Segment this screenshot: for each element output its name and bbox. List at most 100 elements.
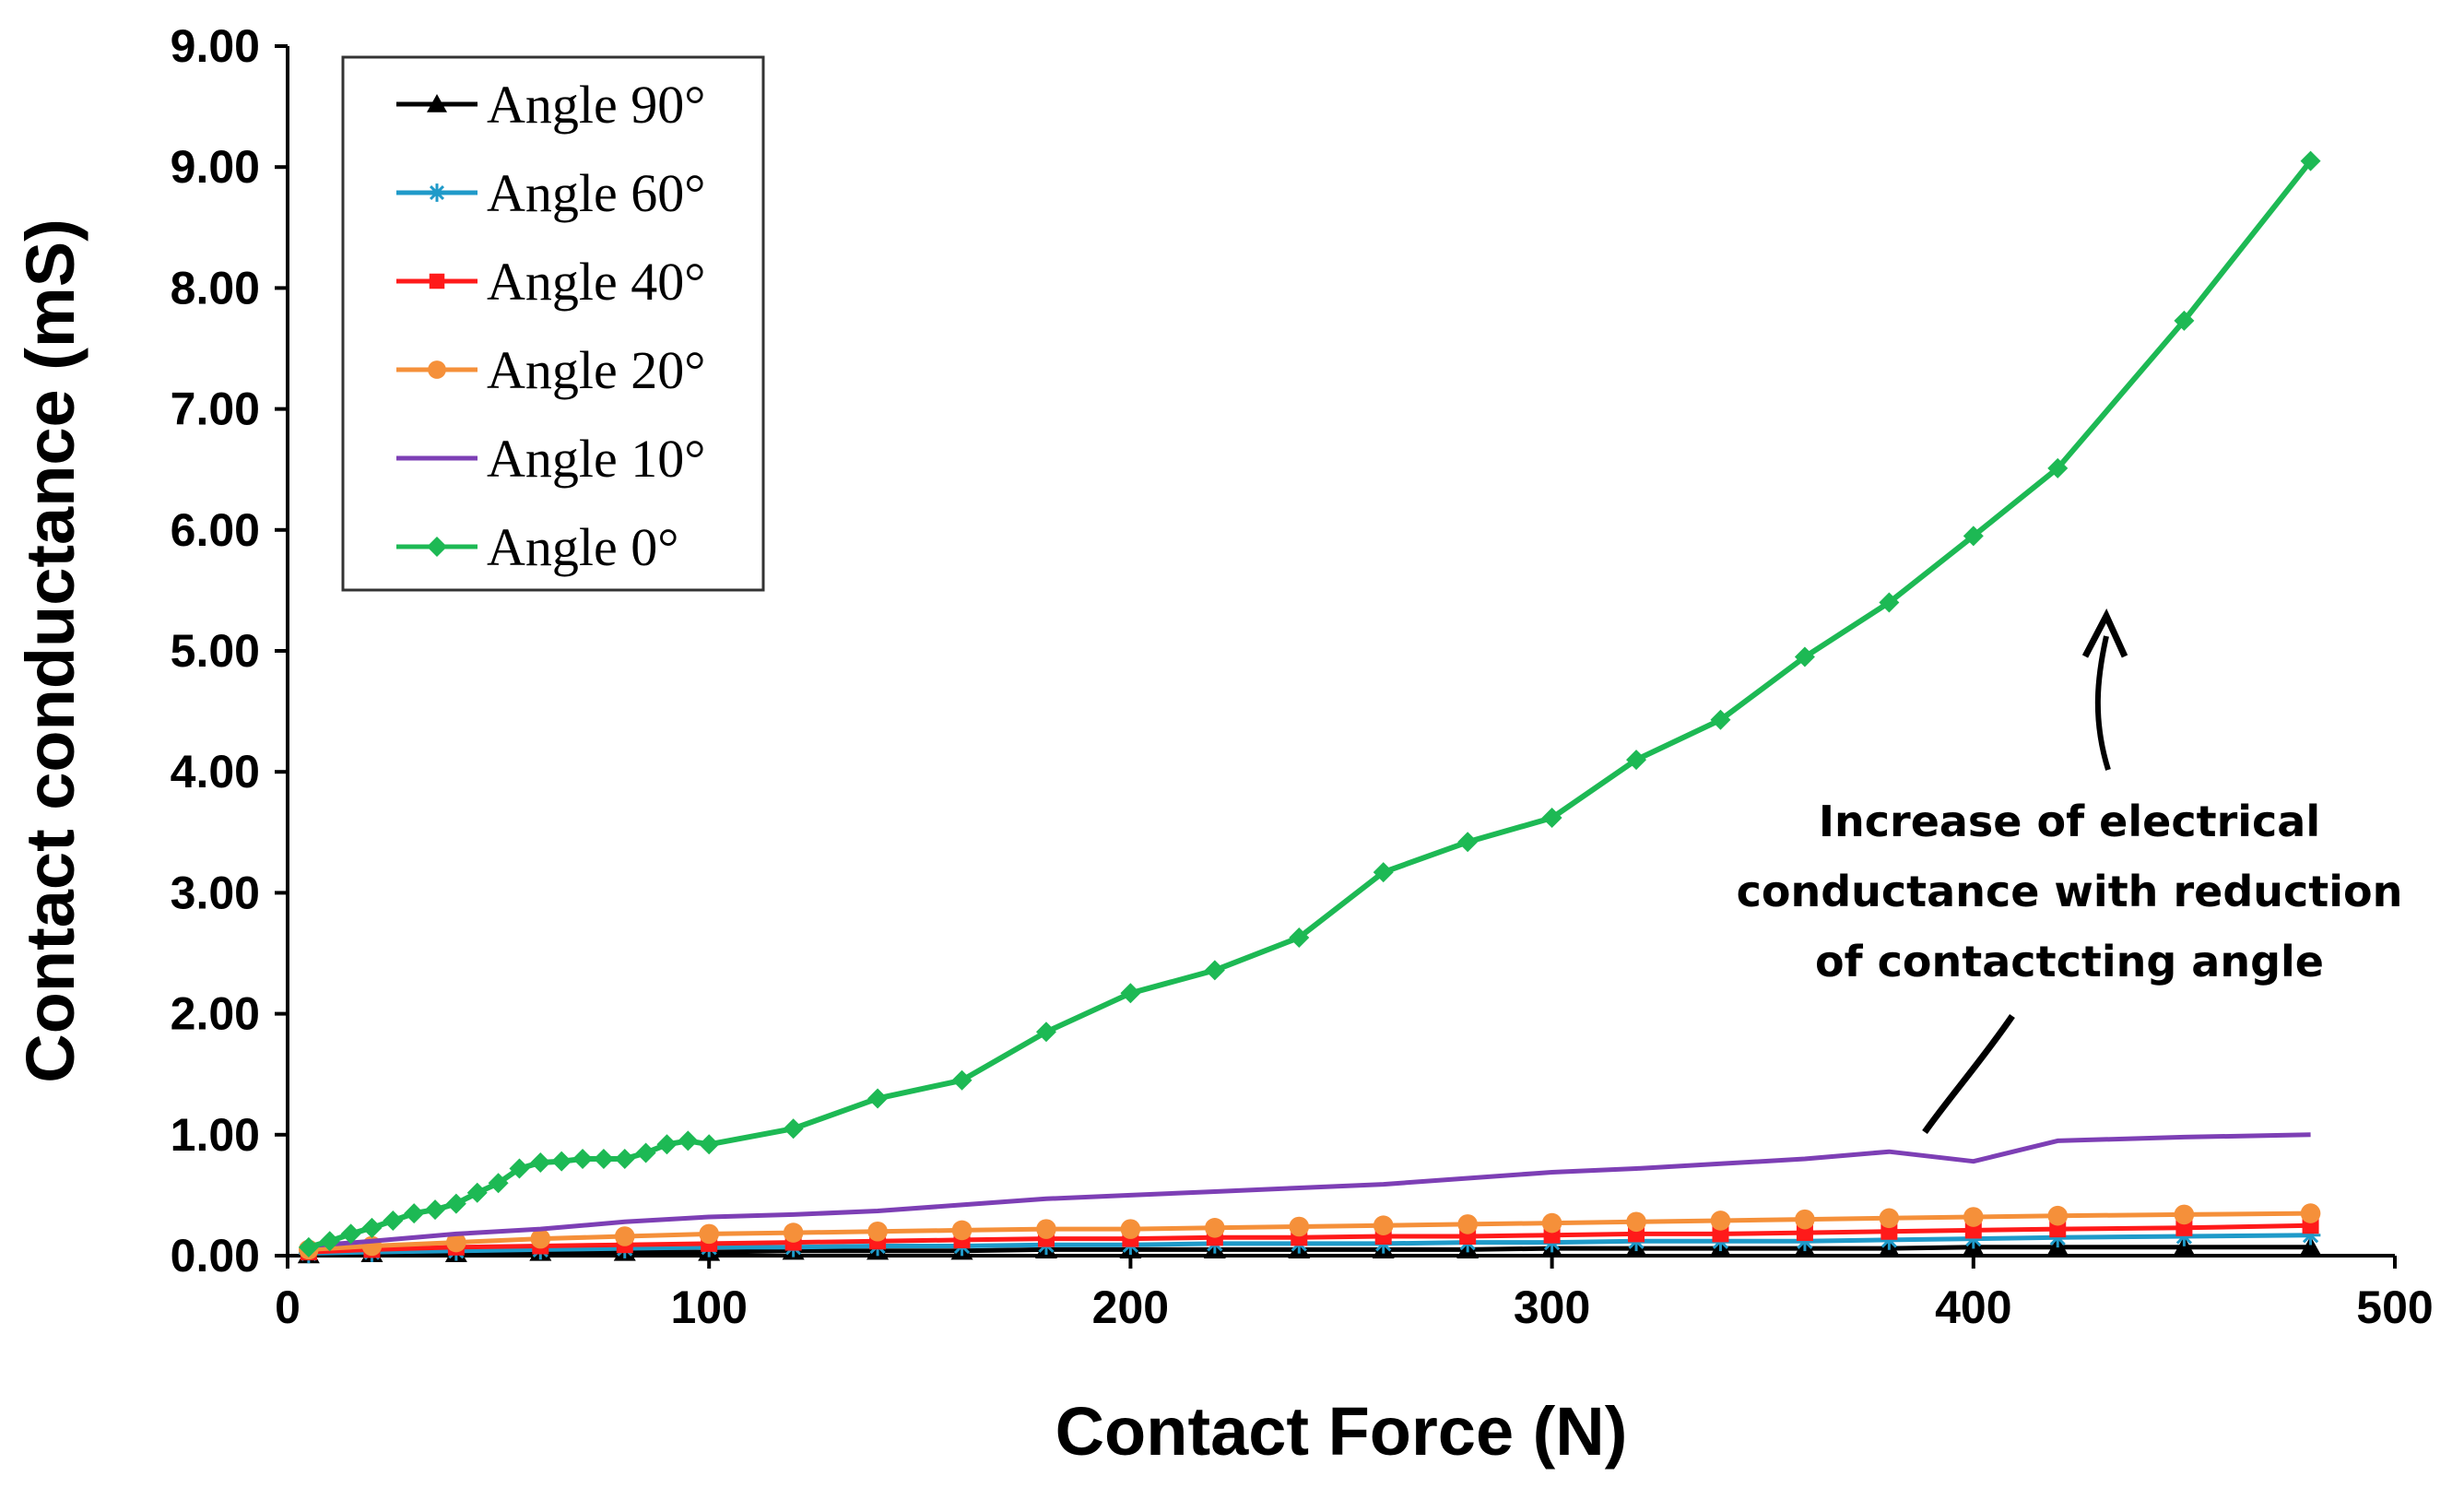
y-tick-label: 7.00 [171,384,260,435]
data-point [1710,1210,1731,1231]
data-point [1710,709,1731,730]
data-point [951,1069,973,1091]
legend-box [341,55,765,592]
data-point [1120,983,1141,1004]
y-tick-label: 9.00 [171,141,260,193]
data-point [428,183,446,202]
y-tick-label: 1.00 [171,1109,260,1161]
legend: Angle 90° Angle 60° Angle 40° Angle 20° Angl… [341,55,765,592]
y-tick-label: 0.00 [171,1230,260,1281]
data-point [1373,1215,1394,1235]
data-point [2300,1203,2321,1223]
x-tick-label: 0 [275,1281,301,1333]
y-axis-title: Contact conductance (mS) [12,218,88,1082]
data-point [446,1232,466,1253]
data-point [1964,1222,1982,1239]
data-point [1795,1209,1815,1230]
data-point [1712,1225,1729,1243]
legend-label: Angle 60° [487,163,705,223]
series-line [308,1210,2311,1252]
data-point [678,1130,699,1151]
data-point [593,1149,614,1170]
y-ticks: 0.00 1.00 2.00 3.00 4.00 5.00 6.00 7.00 8.00 9.00… [171,20,288,1281]
data-point [1541,1212,1562,1234]
annotation: Increase of electrical conductance with … [1737,608,2403,1135]
data-point [699,1134,720,1155]
y-tick-label: 8.00 [171,262,260,313]
legend-item: Angle 60° [396,163,705,223]
data-point [298,1236,319,1258]
data-point [428,360,446,379]
data-point [427,537,447,557]
data-point [383,1210,404,1231]
data-point [1457,832,1479,853]
data-point [1794,646,1815,667]
y-tick-label: 2.00 [171,988,260,1040]
annotation-arrow-head [2081,608,2128,658]
series-line [308,1245,2311,1258]
y-tick-label: 3.00 [171,867,260,918]
data-point [2047,1205,2069,1226]
data-point [1879,1208,1900,1229]
data-point [361,1217,383,1238]
data-point [319,1231,340,1252]
series-4 [308,1132,2311,1248]
annotation-line-1: Increase of electrical [1819,797,2320,846]
data-point [1879,592,1900,613]
data-point [2174,1204,2195,1225]
data-point [656,1134,678,1155]
data-point [404,1203,425,1224]
data-point [1796,1224,1813,1242]
legend-label: Angle 90° [487,75,705,135]
legend-item: Angle 10° [396,429,705,489]
data-point [1626,750,1647,771]
data-point [1289,1216,1310,1237]
annotation-line-3: of contactcting angle [1815,937,2324,986]
data-point [1541,808,1562,829]
x-tick-label: 200 [1092,1281,1169,1333]
series-5 [298,150,2321,1258]
data-point [1289,927,1310,948]
data-point [530,1151,551,1173]
data-point [1204,960,1225,981]
legend-label: Angle 10° [487,429,705,489]
data-point [1963,1207,1984,1227]
data-point [425,1199,446,1221]
legend-item: Angle 0° [396,517,678,577]
y-tick-label: 5.00 [171,625,260,677]
series-layer [297,150,2322,1264]
data-point [951,1220,973,1241]
data-point [551,1151,572,1172]
data-point [427,94,447,112]
x-axis-title: Contact Force (N) [1055,1393,1628,1470]
annotation-line-2: conductance with reduction [1737,867,2403,916]
data-point [572,1149,594,1170]
data-point [530,1228,551,1249]
data-point [1205,1218,1225,1238]
data-point [614,1149,635,1170]
data-point [509,1158,530,1179]
data-point [783,1118,804,1140]
data-point [2174,310,2195,331]
data-point [340,1223,361,1245]
x-tick-label: 400 [1935,1281,2011,1333]
data-point [1035,1022,1056,1043]
data-point [2300,150,2321,171]
data-point [699,1223,719,1245]
data-point [867,1088,889,1109]
series-line [308,1233,2311,1256]
data-point [1880,1222,1898,1240]
data-point [488,1173,509,1194]
data-point [635,1142,656,1163]
data-point [1963,526,1984,547]
series-line [308,1132,2311,1248]
annotation-arrow-lower [1922,1014,2015,1135]
data-point [867,1221,888,1242]
data-point [1373,862,1394,883]
annotation-arrow-upper [2094,635,2111,771]
data-point [466,1182,488,1203]
data-point [1120,1219,1141,1239]
data-point [2049,1221,2067,1238]
legend-label: Angle 20° [487,340,705,400]
y-tick-label: 4.00 [171,746,260,797]
